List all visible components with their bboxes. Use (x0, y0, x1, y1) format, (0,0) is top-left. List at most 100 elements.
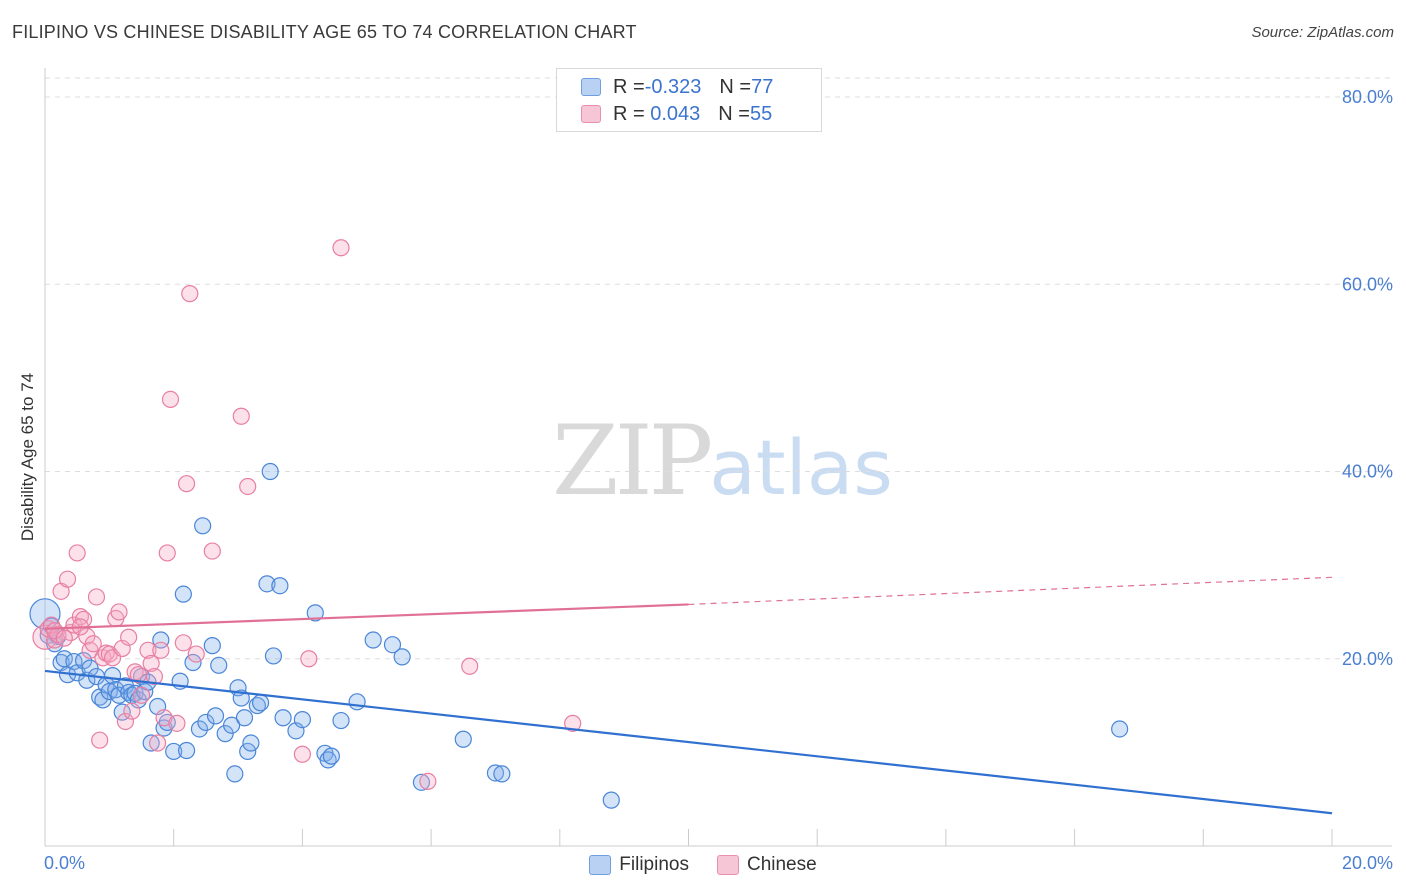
chinese-point (168, 714, 186, 732)
chinese-point (68, 544, 86, 562)
x-tick-label: 20.0% (1342, 853, 1393, 873)
filipino-point (235, 709, 254, 727)
filipino-point (348, 693, 366, 711)
series-legend-chinese: Chinese (716, 854, 817, 876)
chinese-point (110, 603, 128, 621)
series-legend: Filipinos Chinese (0, 852, 1406, 878)
filipino-point (493, 765, 511, 783)
chinese-point (203, 542, 221, 560)
chinese-point (187, 645, 205, 663)
filipino-point (165, 742, 183, 761)
chinese-point (181, 285, 199, 303)
chinese-point (174, 634, 192, 652)
watermark-atlas: atlas (709, 423, 893, 512)
chinese-point (149, 734, 167, 752)
watermark-zip: ZIP (552, 405, 713, 517)
filipino-point (103, 667, 122, 685)
filipino-point (203, 637, 221, 655)
filipino-point (261, 462, 279, 481)
legend-n-value: 55 (749, 102, 773, 125)
series-swatch-filipinos (589, 855, 612, 875)
filipino-point (486, 764, 505, 782)
filipino-point (242, 734, 260, 752)
legend-n-label: N = (719, 75, 752, 98)
chinese-point (332, 239, 350, 257)
filipino-point (271, 577, 289, 595)
filipino-point (364, 631, 382, 649)
chinese-point (55, 629, 73, 647)
filipino-point (226, 765, 244, 783)
watermark: ZIPatlas (552, 405, 893, 517)
legend-n-value: 77 (751, 75, 774, 98)
chinese-point (116, 712, 135, 731)
filipino-point (258, 575, 276, 593)
chinese-point (152, 641, 170, 659)
y-tick-label: 40.0% (1342, 462, 1393, 482)
y-axis-label: Disability Age 65 to 74 (18, 373, 37, 541)
filipino-point (383, 636, 402, 654)
chinese-point (239, 477, 257, 496)
filipino-point (332, 711, 350, 730)
chinese-point (142, 654, 160, 673)
chinese-trend-extension (688, 576, 1333, 606)
series-swatch-chinese (716, 855, 739, 875)
filipino-point (194, 517, 212, 535)
source-label: Source: ZipAtlas.com (1251, 24, 1394, 41)
series-legend-filipinos: Filipinos (589, 854, 689, 876)
filipino-point (210, 656, 228, 674)
legend-swatch-chinese (581, 105, 601, 123)
chinese-point (232, 407, 250, 425)
chinese-point (139, 641, 157, 659)
filipino-point (454, 730, 472, 748)
legend-r-label: R = (613, 102, 645, 125)
series-label-chinese: Chinese (746, 854, 817, 875)
filipino-point (251, 694, 270, 712)
filipino-point (174, 585, 192, 603)
chinese-point (132, 686, 151, 704)
filipino-point (393, 648, 411, 666)
chinese-point (564, 714, 582, 732)
filipino-point (274, 709, 292, 727)
correlation-legend: R = -0.323 N = 77 R = 0.043 N = 55 (556, 68, 822, 132)
filipino-point (264, 647, 283, 665)
filipino-trend-line (44, 669, 1333, 815)
filipino-point (1111, 720, 1129, 738)
legend-row-chinese: R = 0.043 N = 55 (581, 101, 772, 127)
chinese-point (84, 635, 102, 653)
chinese-point (91, 731, 109, 749)
filipino-point (190, 720, 209, 738)
filipino-point (322, 747, 340, 765)
chinese-point (461, 657, 479, 675)
filipino-point (197, 713, 215, 732)
filipino-point (223, 716, 241, 734)
y-tick-label: 80.0% (1342, 87, 1393, 107)
filipino-point (412, 773, 431, 791)
y-tick-label: 20.0% (1342, 649, 1393, 669)
legend-swatch-filipinos (581, 78, 601, 96)
legend-r-value: -0.323 (644, 75, 702, 98)
chart-title: FILIPINO VS CHINESE DISABILITY AGE 65 TO… (12, 22, 637, 42)
series-label-filipinos: Filipinos (619, 854, 689, 875)
filipino-point (142, 734, 160, 752)
legend-r-label: R = (613, 75, 645, 98)
chinese-point (123, 702, 141, 720)
filipino-point (107, 681, 125, 699)
x-tick-label: 0.0% (44, 853, 85, 873)
chinese-point (58, 570, 77, 588)
chinese-point (300, 650, 318, 668)
chinese-point (87, 588, 106, 606)
chinese-point (293, 745, 311, 763)
legend-n-label: N = (718, 102, 750, 125)
filipino-point (206, 707, 225, 725)
chinese-point (158, 544, 176, 562)
chinese-point (145, 667, 163, 686)
chinese-point (177, 475, 196, 493)
filipino-point (177, 741, 196, 760)
filipino-point (248, 696, 266, 715)
filipino-point (602, 791, 620, 809)
chinese-trend-line (44, 603, 689, 630)
legend-r-value: 0.043 (644, 102, 701, 125)
filipino-point (293, 711, 311, 729)
filipino-point (306, 604, 324, 622)
